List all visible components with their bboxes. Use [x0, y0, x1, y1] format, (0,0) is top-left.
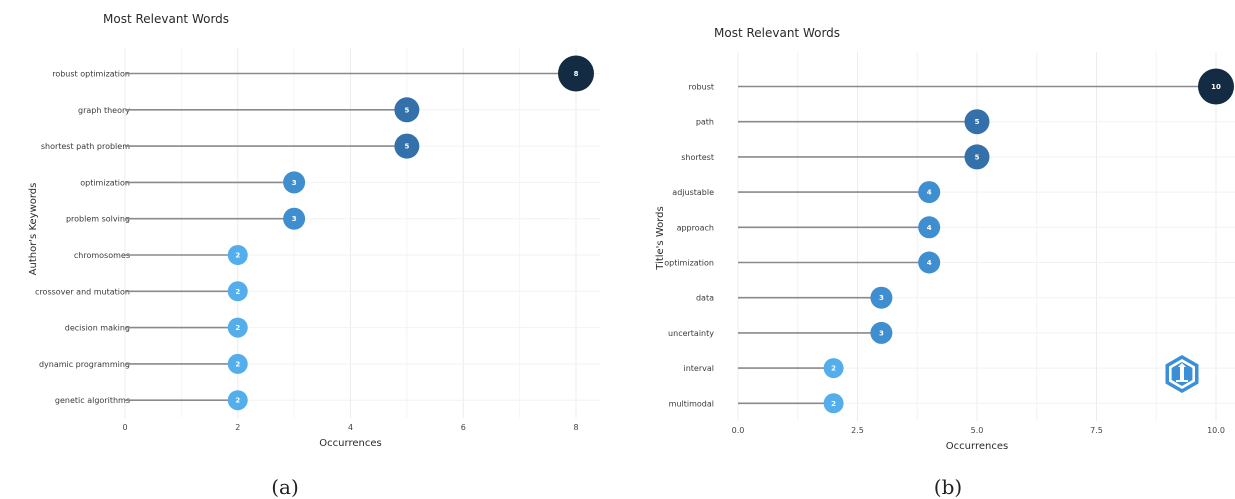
- lollipop-dot: [823, 393, 844, 414]
- lollipop-dot: [394, 133, 420, 159]
- x-tick-label: 7.5: [1090, 426, 1103, 435]
- category-label: graph theory: [78, 106, 130, 115]
- data-label: 3: [292, 215, 297, 223]
- lollipop-dot: [227, 390, 248, 411]
- category-label: approach: [677, 223, 714, 232]
- category-label: dynamic programming: [39, 360, 130, 369]
- data-label: 10: [1211, 83, 1221, 91]
- data-label: 3: [879, 329, 884, 337]
- data-label: 8: [574, 70, 579, 78]
- data-label: 3: [292, 179, 297, 187]
- data-label: 3: [879, 294, 884, 302]
- x-tick-label: 2: [235, 423, 240, 432]
- lollipop-dot: [227, 353, 248, 374]
- category-label: robust: [689, 83, 714, 92]
- data-label: 2: [235, 360, 240, 368]
- category-label: uncertainty: [668, 329, 714, 338]
- panel-label-b: (b): [934, 475, 962, 499]
- x-tick-label: 6: [461, 423, 466, 432]
- category-label: multimodal: [669, 399, 714, 408]
- chart-title: Most Relevant Words: [714, 26, 840, 40]
- x-axis-label: Occurrences: [319, 438, 381, 449]
- data-label: 2: [235, 252, 240, 260]
- data-label: 5: [975, 118, 980, 126]
- category-label: crossover and mutation: [35, 287, 130, 296]
- lollipop-dot: [870, 286, 893, 309]
- x-tick-label: 8: [573, 423, 578, 432]
- category-label: shortest path problem: [41, 142, 130, 151]
- lollipop-dot: [964, 144, 990, 170]
- chart-title: Most Relevant Words: [103, 12, 229, 26]
- x-tick-label: 0: [122, 423, 127, 432]
- bibliometrix-logo-icon: [1165, 355, 1199, 393]
- data-label: 2: [831, 365, 836, 373]
- data-label: 2: [235, 324, 240, 332]
- y-axis-label: Author's Keywords: [28, 183, 39, 276]
- x-tick-label: 0.0: [732, 426, 745, 435]
- lollipop-dot: [918, 181, 941, 204]
- lollipop-dot: [227, 245, 248, 265]
- lollipop-dot: [1198, 68, 1234, 105]
- x-tick-label: 4: [348, 423, 353, 432]
- data-label: 5: [404, 143, 409, 151]
- lollipop-dot: [823, 358, 844, 379]
- data-label: 2: [831, 400, 836, 408]
- category-label: data: [696, 294, 714, 303]
- x-axis-label: Occurrences: [946, 441, 1008, 452]
- data-label: 4: [927, 259, 932, 267]
- chart-title-words: Most Relevant Words Title's Words Occurren…: [655, 26, 1235, 452]
- category-label: problem solving: [66, 215, 130, 224]
- category-label: optimization: [664, 259, 714, 268]
- lollipop-dot: [283, 171, 306, 194]
- data-label: 2: [235, 288, 240, 296]
- category-label: path: [696, 118, 714, 127]
- category-label: optimization: [80, 178, 130, 187]
- lollipop-dot: [227, 281, 248, 302]
- data-label: 4: [927, 189, 932, 197]
- category-label: adjustable: [672, 188, 714, 197]
- panel-label-a: (a): [271, 475, 299, 499]
- lollipop-dot: [870, 321, 893, 344]
- y-axis-label: Title's Words: [655, 206, 666, 270]
- category-label: shortest: [681, 153, 714, 162]
- x-tick-label: 5.0: [971, 426, 984, 435]
- lollipop-dot: [918, 251, 941, 274]
- lollipop-dot: [283, 207, 306, 230]
- lollipop-dot: [918, 216, 941, 239]
- category-label: chromosomes: [74, 251, 130, 260]
- x-tick-label: 10.0: [1207, 426, 1225, 435]
- category-label: interval: [684, 364, 715, 373]
- category-label: genetic algorithms: [55, 396, 130, 405]
- lollipop-dot: [227, 317, 248, 338]
- category-label: decision making: [65, 324, 130, 333]
- x-tick-label: 2.5: [851, 426, 864, 435]
- chart-author-keywords: Most Relevant Words Author's Keywords Occu…: [28, 12, 600, 449]
- category-label: robust optimization: [52, 70, 130, 79]
- data-label: 2: [235, 397, 240, 405]
- data-label: 5: [404, 106, 409, 114]
- lollipop-dot: [558, 55, 594, 92]
- lollipop-dot: [394, 97, 420, 123]
- lollipop-dot: [964, 109, 990, 135]
- data-label: 4: [927, 224, 932, 232]
- data-label: 5: [975, 153, 980, 161]
